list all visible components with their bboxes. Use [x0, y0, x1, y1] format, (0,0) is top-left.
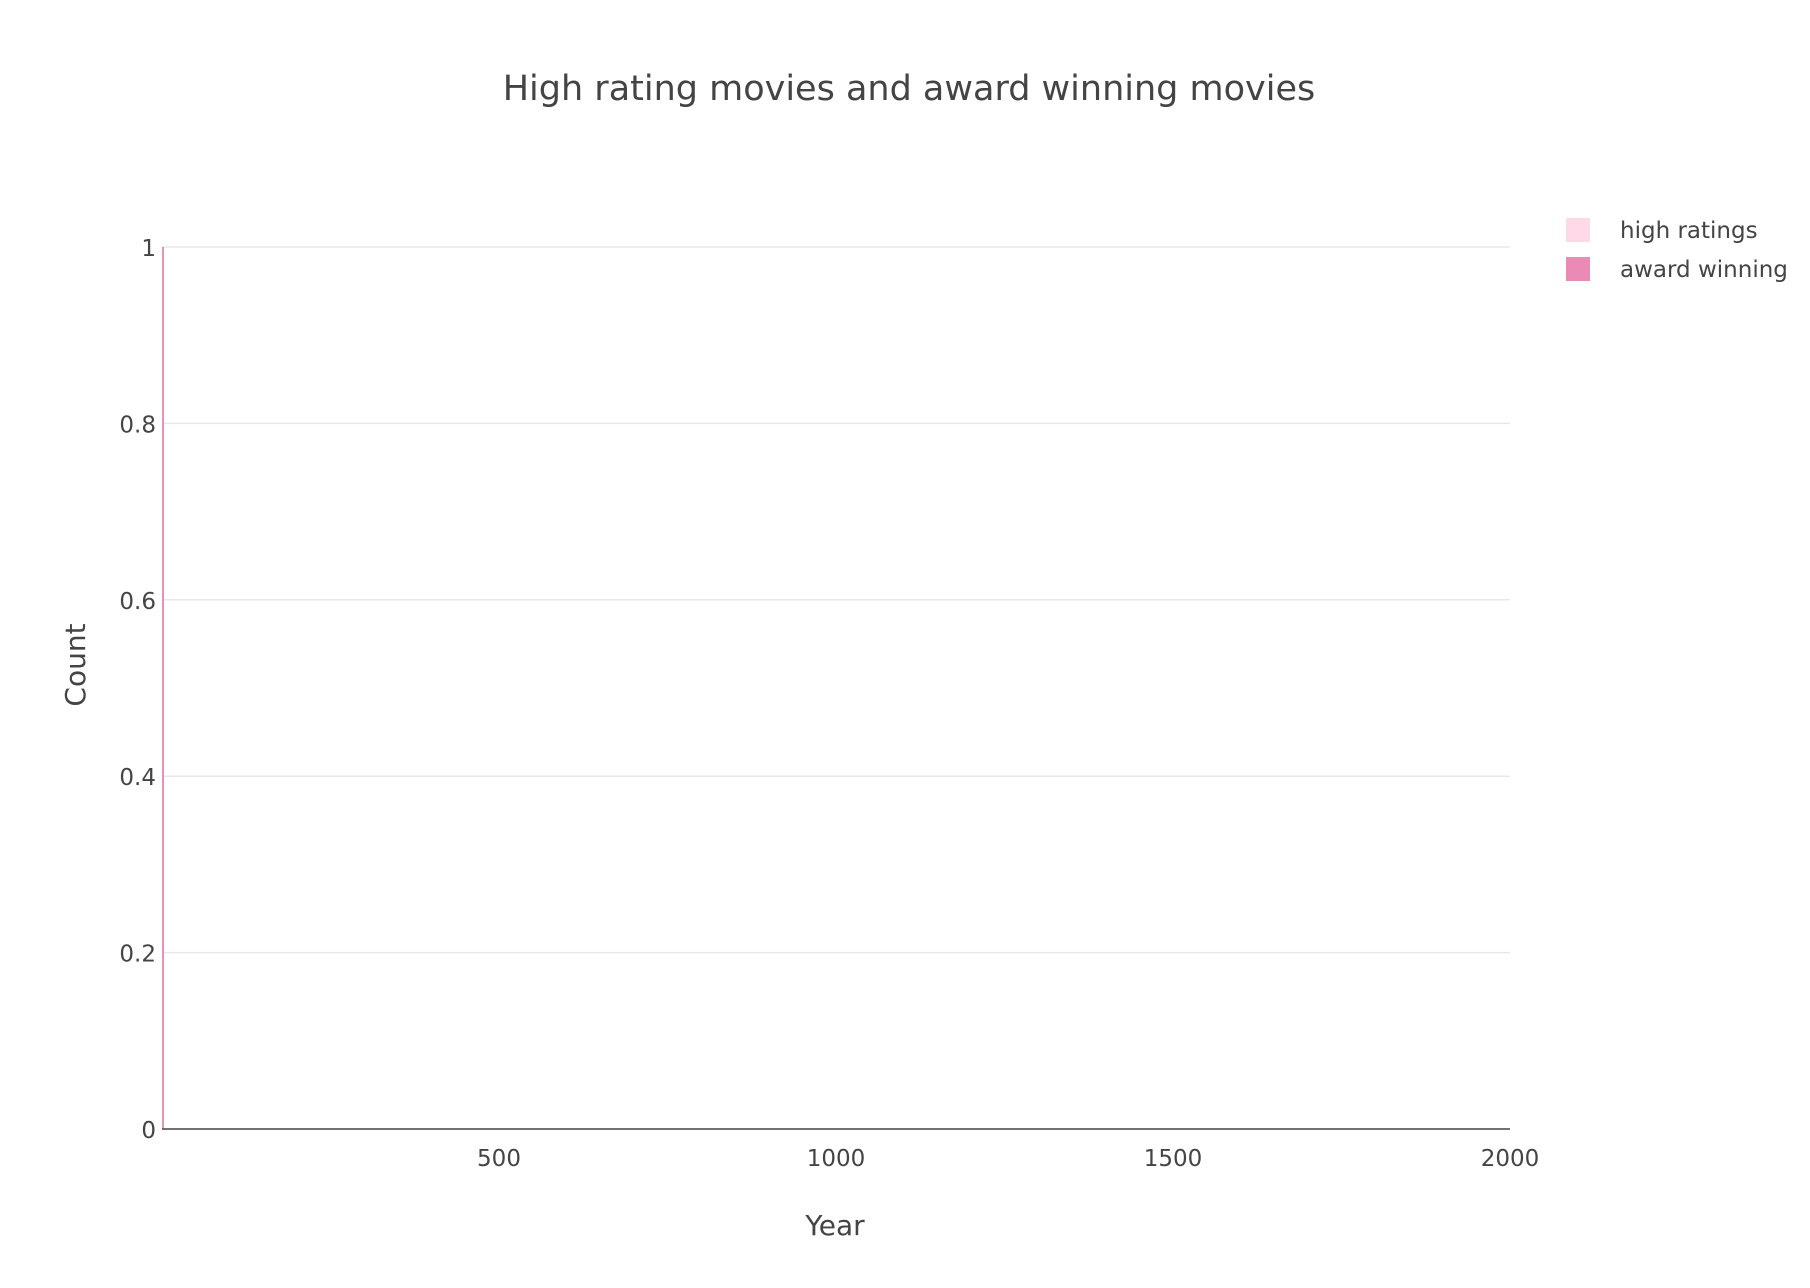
y-tick-label: 0.8: [119, 412, 156, 438]
x-axis-title: Year: [804, 1209, 865, 1242]
bars: [162, 247, 164, 1129]
y-tick-label: 1: [141, 236, 156, 262]
y-axis-title: Count: [59, 623, 92, 706]
chart-title: High rating movies and award winning mov…: [503, 69, 1316, 109]
y-tick-label: 0.4: [119, 765, 156, 791]
y-tick-label: 0: [141, 1118, 156, 1144]
legend[interactable]: high ratings award winning: [1566, 218, 1788, 283]
y-tick-label: 0.2: [119, 942, 156, 968]
legend-item-high-ratings[interactable]: high ratings: [1566, 218, 1758, 244]
legend-label: high ratings: [1620, 218, 1758, 244]
x-tick-label: 500: [477, 1146, 521, 1172]
y-tick-label: 0.6: [119, 589, 156, 615]
legend-item-award-winning[interactable]: award winning: [1566, 257, 1788, 283]
legend-label: award winning: [1620, 257, 1788, 283]
legend-swatch: [1566, 218, 1590, 242]
x-tick-label: 1500: [1144, 1146, 1203, 1172]
bar-award-winning: [162, 247, 164, 1129]
legend-swatch: [1566, 257, 1590, 281]
grid-lines: [162, 246, 1510, 954]
x-tick-label: 1000: [807, 1146, 866, 1172]
x-tick-label: 2000: [1481, 1146, 1540, 1172]
